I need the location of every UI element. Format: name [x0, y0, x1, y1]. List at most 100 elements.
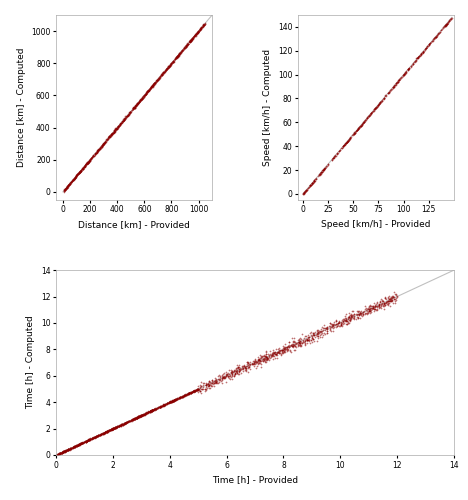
Point — [149, 82, 156, 90]
Point — [375, 300, 383, 308]
Point — [71, 174, 78, 182]
Point — [274, 346, 282, 354]
Point — [356, 310, 364, 318]
Point — [358, 308, 366, 316]
Point — [174, 53, 181, 61]
Point — [135, 412, 143, 420]
Point — [300, 337, 307, 345]
Point — [111, 424, 118, 432]
Point — [171, 395, 178, 403]
Point — [344, 319, 351, 327]
Point — [200, 22, 207, 30]
Point — [129, 415, 137, 423]
Point — [217, 377, 224, 385]
Point — [84, 160, 91, 168]
Point — [199, 385, 206, 393]
Point — [96, 431, 103, 439]
Point — [362, 306, 370, 314]
Point — [307, 181, 314, 189]
Point — [188, 34, 196, 42]
Point — [376, 99, 384, 107]
Point — [291, 337, 298, 345]
Point — [417, 50, 425, 58]
Point — [193, 385, 201, 393]
Point — [85, 436, 92, 444]
Point — [85, 436, 93, 444]
Point — [57, 450, 64, 458]
Point — [263, 346, 270, 354]
Point — [82, 437, 90, 445]
Point — [64, 182, 71, 190]
Point — [357, 310, 364, 318]
Point — [201, 20, 208, 28]
Point — [178, 393, 185, 401]
Point — [147, 84, 154, 92]
Point — [234, 370, 241, 378]
Point — [54, 450, 62, 458]
Point — [363, 306, 371, 314]
Point — [112, 124, 120, 132]
Point — [318, 330, 326, 338]
Point — [219, 376, 226, 384]
Point — [380, 300, 388, 308]
Point — [202, 381, 210, 389]
Point — [63, 183, 71, 191]
Point — [419, 48, 426, 56]
Point — [327, 324, 335, 332]
Point — [186, 389, 193, 397]
Point — [138, 94, 146, 102]
Point — [121, 419, 129, 427]
Point — [76, 440, 84, 448]
Point — [355, 124, 363, 132]
Point — [373, 306, 380, 314]
Point — [171, 396, 178, 404]
Point — [194, 27, 202, 35]
Point — [196, 387, 204, 395]
Point — [343, 138, 351, 146]
Point — [197, 23, 205, 31]
Point — [126, 416, 133, 424]
Point — [66, 444, 74, 452]
Point — [167, 397, 174, 405]
Point — [161, 400, 168, 408]
Point — [101, 138, 109, 146]
Point — [133, 101, 140, 109]
Point — [212, 378, 219, 386]
Point — [107, 426, 114, 434]
Point — [247, 362, 254, 370]
Point — [363, 304, 370, 312]
Point — [347, 313, 355, 321]
Point — [117, 422, 124, 430]
Point — [60, 187, 67, 195]
Point — [343, 320, 350, 328]
Point — [100, 139, 108, 147]
Point — [79, 164, 87, 172]
Point — [59, 448, 67, 456]
Point — [115, 422, 123, 430]
Point — [202, 384, 210, 392]
Point — [318, 168, 325, 176]
Point — [124, 112, 131, 120]
Point — [159, 402, 167, 409]
Point — [78, 166, 85, 173]
Point — [96, 430, 104, 438]
Point — [88, 154, 95, 162]
Point — [139, 94, 146, 102]
Point — [178, 392, 186, 400]
Point — [256, 354, 264, 362]
Point — [313, 330, 321, 338]
Point — [377, 301, 384, 309]
Point — [376, 297, 384, 305]
Point — [111, 424, 119, 432]
Point — [283, 344, 291, 352]
Point — [422, 46, 429, 54]
Point — [81, 162, 88, 170]
Point — [230, 366, 238, 374]
Point — [192, 30, 200, 38]
Point — [321, 164, 328, 172]
Point — [67, 444, 75, 452]
Point — [331, 152, 338, 160]
Point — [182, 42, 189, 50]
Point — [169, 58, 176, 66]
Point — [194, 28, 202, 36]
